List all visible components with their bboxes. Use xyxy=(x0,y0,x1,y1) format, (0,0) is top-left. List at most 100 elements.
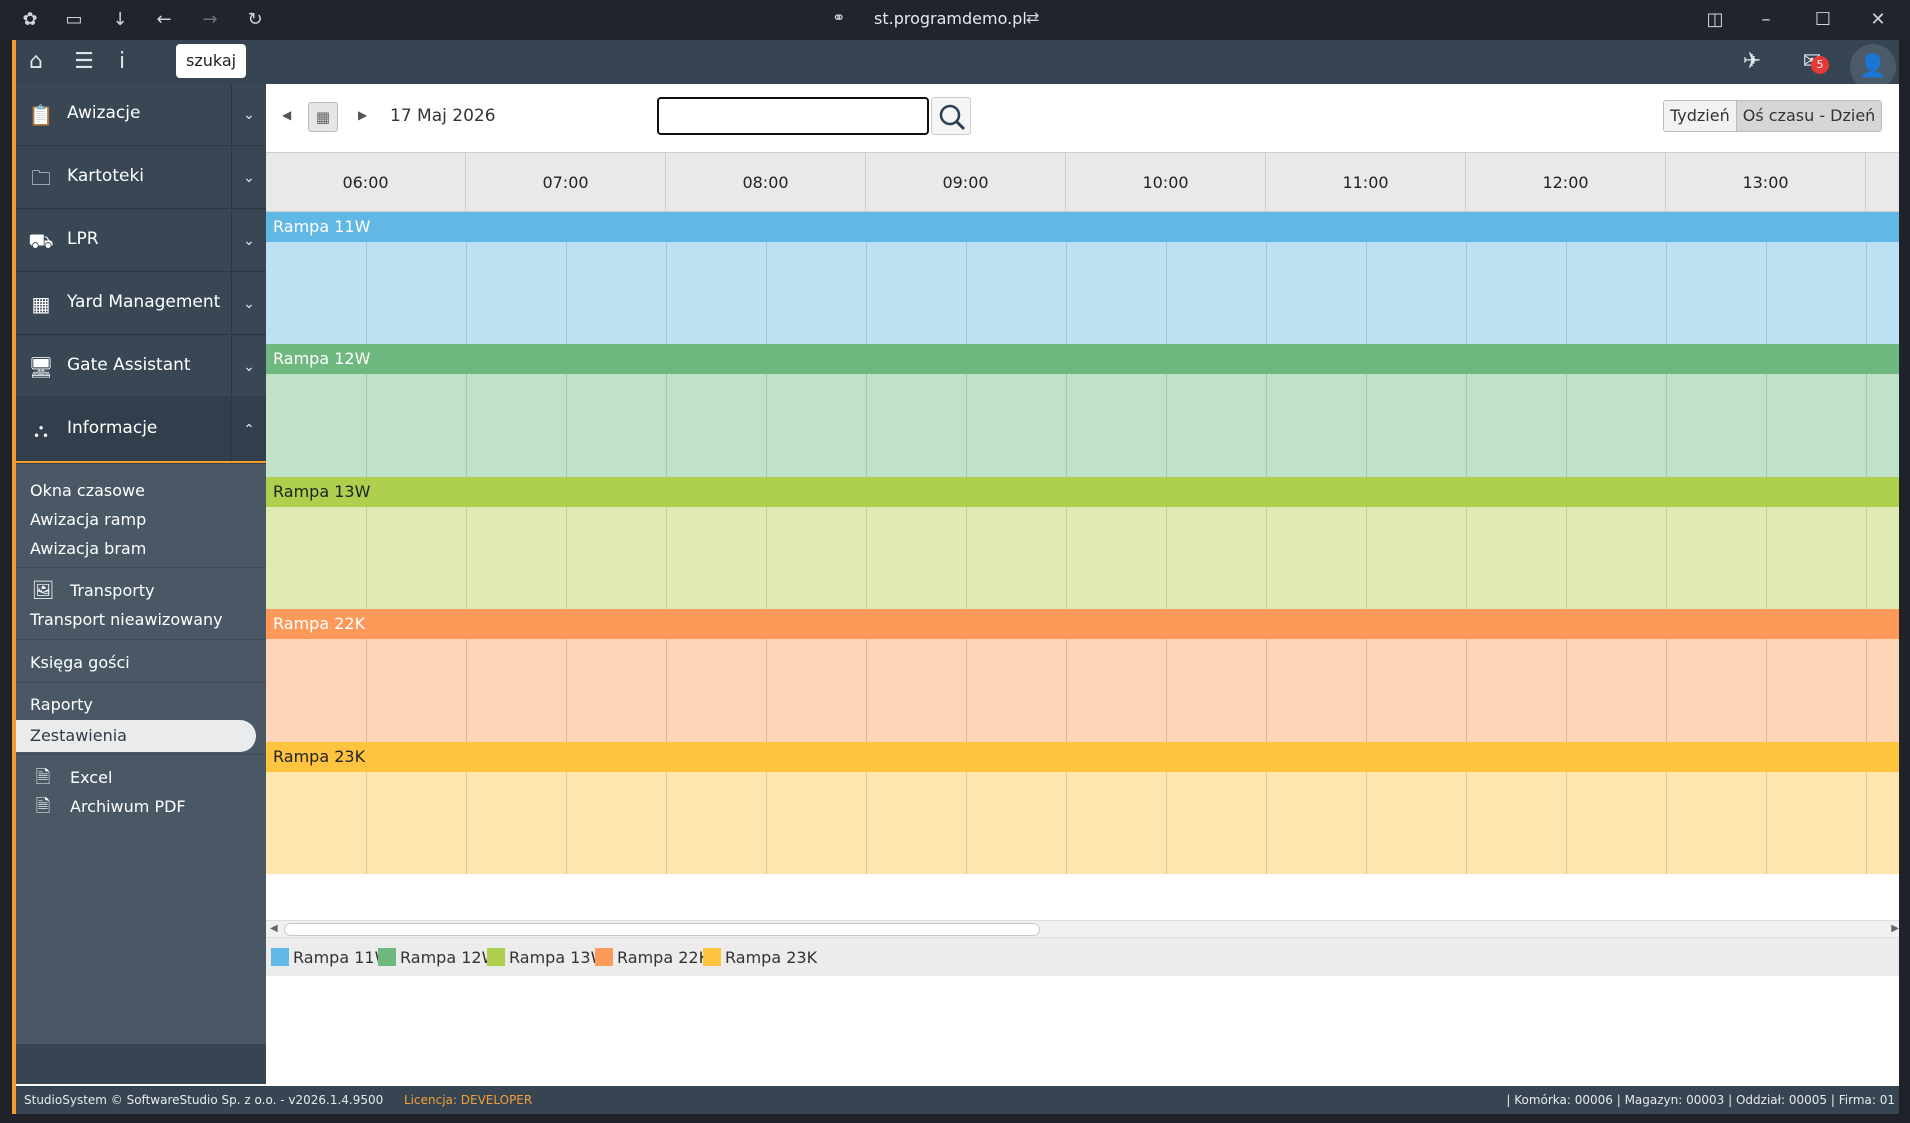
ramp-lane-slots[interactable] xyxy=(266,772,1899,874)
horizontal-scrollbar[interactable]: ◀ ▶ xyxy=(266,920,1899,938)
slot-divider xyxy=(1466,772,1467,874)
view-timeline-day-button[interactable]: Oś czasu - Dzień xyxy=(1736,101,1882,131)
slot-divider xyxy=(1766,374,1767,477)
submenu-transporty[interactable]: Transporty xyxy=(70,581,155,600)
scroll-right-icon[interactable]: ▶ xyxy=(1891,923,1899,934)
scrollbar-thumb[interactable] xyxy=(284,923,1040,936)
ramp-lane-slots[interactable] xyxy=(266,507,1899,609)
ramp-lane: Rampa 12W xyxy=(266,344,1899,477)
slot-divider xyxy=(1166,374,1167,477)
slot-divider xyxy=(866,639,867,742)
download-icon[interactable]: ↓ xyxy=(112,9,128,30)
slot-divider xyxy=(1466,639,1467,742)
slot-divider xyxy=(1066,374,1067,477)
close-icon[interactable]: ✕ xyxy=(1870,9,1886,30)
submenu-transport-nieawizowany[interactable]: Transport nieawizowany xyxy=(30,610,223,629)
chevron-down-icon[interactable]: ⌄ xyxy=(231,147,266,209)
hour-label: 08:00 xyxy=(666,153,866,213)
ramp-lane-slots[interactable] xyxy=(266,242,1899,344)
ramp-lane-slots[interactable] xyxy=(266,374,1899,477)
scroll-left-icon[interactable]: ◀ xyxy=(270,923,278,934)
submenu-group-ksiega: Księga gości xyxy=(16,640,266,683)
sidebar-toggle-icon[interactable]: ▭ xyxy=(65,9,83,30)
slot-divider xyxy=(766,772,767,874)
minimize-icon[interactable]: – xyxy=(1761,9,1771,30)
legend-label: Rampa 11W xyxy=(293,948,391,967)
slot-divider xyxy=(1866,374,1867,477)
slot-divider xyxy=(466,242,467,344)
slot-divider xyxy=(566,507,567,609)
ramp-lane: Rampa 23K xyxy=(266,742,1899,874)
chevron-down-icon[interactable]: ⌄ xyxy=(231,210,266,272)
next-day-icon[interactable]: ▶ xyxy=(358,108,368,122)
menu-collapse-icon[interactable]: ☰ xyxy=(74,49,94,74)
search-input[interactable] xyxy=(657,97,929,135)
chevron-down-icon[interactable]: ⌄ xyxy=(231,336,266,398)
sidebar-item-lpr[interactable]: ⛟ LPR ⌄ xyxy=(16,210,266,272)
slot-divider xyxy=(766,374,767,477)
submenu-raporty[interactable]: Raporty xyxy=(30,695,93,714)
back-icon[interactable]: ← xyxy=(156,9,172,30)
slot-divider xyxy=(1566,374,1567,477)
submenu-archiwum-pdf[interactable]: Archiwum PDF xyxy=(70,797,186,816)
slot-divider xyxy=(666,242,667,344)
address-url[interactable]: st.programdemo.pl xyxy=(874,9,1027,28)
submenu-excel[interactable]: Excel xyxy=(70,768,113,787)
maximize-icon[interactable]: ☐ xyxy=(1814,9,1832,30)
forward-icon[interactable]: → xyxy=(202,9,218,30)
legend-swatch xyxy=(595,948,613,966)
app-logo-icon[interactable]: ✿ xyxy=(22,9,38,30)
calendar-icon[interactable]: ▦ xyxy=(308,102,338,132)
slot-divider xyxy=(1366,639,1367,742)
search-submit-button[interactable] xyxy=(931,97,971,135)
reload-icon[interactable]: ↻ xyxy=(247,9,263,30)
view-week-button[interactable]: Tydzień xyxy=(1664,101,1737,131)
sidebar-item-label: Awizacje xyxy=(67,103,141,123)
submenu-okna-czasowe[interactable]: Okna czasowe xyxy=(30,481,145,500)
submenu-ksiega-gosci[interactable]: Księga gości xyxy=(30,653,130,672)
sidebar-item-kartoteki[interactable]: 🗀 Kartoteki ⌄ xyxy=(16,147,266,209)
user-avatar-icon[interactable]: 👤 xyxy=(1850,44,1896,90)
sidebar-item-informacje[interactable]: ⛬ Informacje ⌃ xyxy=(16,399,266,463)
view-switcher: Tydzień Oś czasu - Dzień xyxy=(1663,100,1883,132)
submenu-awizacja-ramp[interactable]: Awizacja ramp xyxy=(30,510,147,529)
slot-divider xyxy=(1566,772,1567,874)
ramp-lane-slots[interactable] xyxy=(266,639,1899,742)
departure-icon[interactable]: ✈ xyxy=(1742,49,1762,74)
slot-divider xyxy=(566,374,567,477)
slot-divider xyxy=(1666,374,1667,477)
excel-file-icon: 🗎 xyxy=(35,767,51,788)
legend-item: Rampa 12W xyxy=(378,948,497,968)
search-button[interactable]: szukaj xyxy=(176,44,247,78)
legend-label: Rampa 12W xyxy=(400,948,498,967)
home-icon[interactable]: ⌂ xyxy=(29,49,43,74)
slot-divider xyxy=(1066,242,1067,344)
slot-divider xyxy=(1666,772,1667,874)
slot-divider xyxy=(1366,772,1367,874)
slot-divider xyxy=(1366,507,1367,609)
slot-divider xyxy=(1866,772,1867,874)
site-settings-icon[interactable]: ⇄ xyxy=(1026,8,1040,27)
sidebar-item-yard-management[interactable]: ▦ Yard Management ⌄ xyxy=(16,273,266,335)
sidebar: 📋 Awizacje ⌄ 🗀 Kartoteki ⌄ ⛟ LPR ⌄ ▦ Yar… xyxy=(16,84,266,1084)
sidebar-item-gate-assistant[interactable]: 🖥 Gate Assistant ⌄ xyxy=(16,336,266,398)
chevron-down-icon[interactable]: ⌄ xyxy=(231,84,266,146)
slot-divider xyxy=(866,772,867,874)
chevron-up-icon[interactable]: ⌃ xyxy=(231,399,266,461)
gate-icon: 🖥 xyxy=(28,355,54,379)
split-view-icon[interactable]: ◫ xyxy=(1706,9,1724,30)
submenu-awizacja-bram[interactable]: Awizacja bram xyxy=(30,539,147,558)
slot-divider xyxy=(1566,507,1567,609)
slot-divider xyxy=(1666,242,1667,344)
app-window: ⌂ ☰ i szukaj ✈ ✉ 5 👤 📋 Awizacje ⌄ 🗀 Kart… xyxy=(12,40,1899,1114)
ramp-lane: Rampa 13W xyxy=(266,477,1899,609)
sidebar-item-label: Informacje xyxy=(67,418,158,438)
hour-label: 09:00 xyxy=(866,153,1066,213)
sidebar-item-awizacje[interactable]: 📋 Awizacje ⌄ xyxy=(16,84,266,146)
slot-divider xyxy=(1266,507,1267,609)
info-icon[interactable]: i xyxy=(118,49,126,74)
prev-day-icon[interactable]: ◀ xyxy=(282,108,292,122)
chevron-down-icon[interactable]: ⌄ xyxy=(231,273,266,335)
magnifier-icon xyxy=(939,104,966,131)
submenu-zestawienia[interactable]: Zestawienia xyxy=(16,720,256,752)
